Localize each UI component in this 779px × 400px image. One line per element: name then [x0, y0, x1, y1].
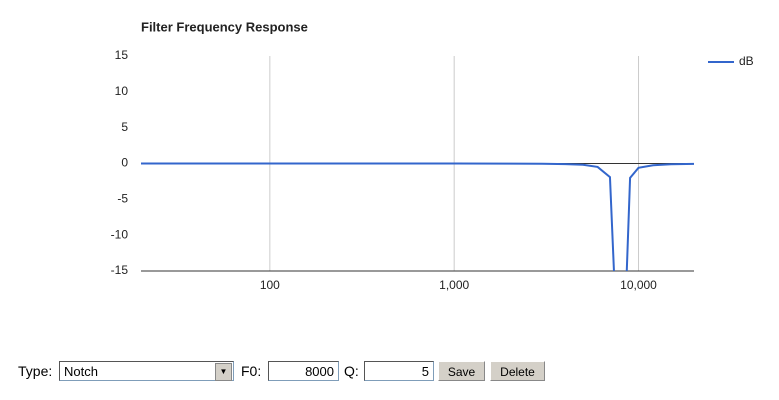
y-tick-label: -5 — [117, 192, 128, 206]
x-tick-label: 100 — [260, 278, 280, 292]
f0-label: F0: — [241, 363, 262, 379]
line — [141, 162, 694, 271]
y-tick-label: 0 — [121, 156, 128, 170]
dropdown-arrow[interactable]: ▼ — [215, 363, 232, 381]
save-button[interactable]: Save — [438, 361, 485, 381]
y-tick-label: -15 — [111, 263, 129, 277]
q-label: Q: — [344, 363, 359, 379]
legend-label: dB — [739, 54, 754, 68]
y-tick-label: 15 — [115, 48, 129, 62]
delete-button[interactable]: Delete — [490, 361, 545, 381]
type-label: Type: — [18, 363, 53, 379]
type-value: Notch — [64, 364, 98, 379]
y-tick-label: 10 — [115, 84, 129, 98]
f0-input[interactable]: 8000 — [268, 361, 339, 381]
q-input[interactable]: 5 — [364, 361, 434, 381]
y-tick-label: 5 — [121, 120, 128, 134]
type-select[interactable]: Notch ▼ — [59, 361, 234, 381]
chart-title: Filter Frequency Response — [141, 19, 308, 34]
y-tick-label: -10 — [111, 227, 129, 241]
x-tick-label: 10,000 — [620, 278, 657, 292]
x-tick-label: 1,000 — [439, 278, 469, 292]
